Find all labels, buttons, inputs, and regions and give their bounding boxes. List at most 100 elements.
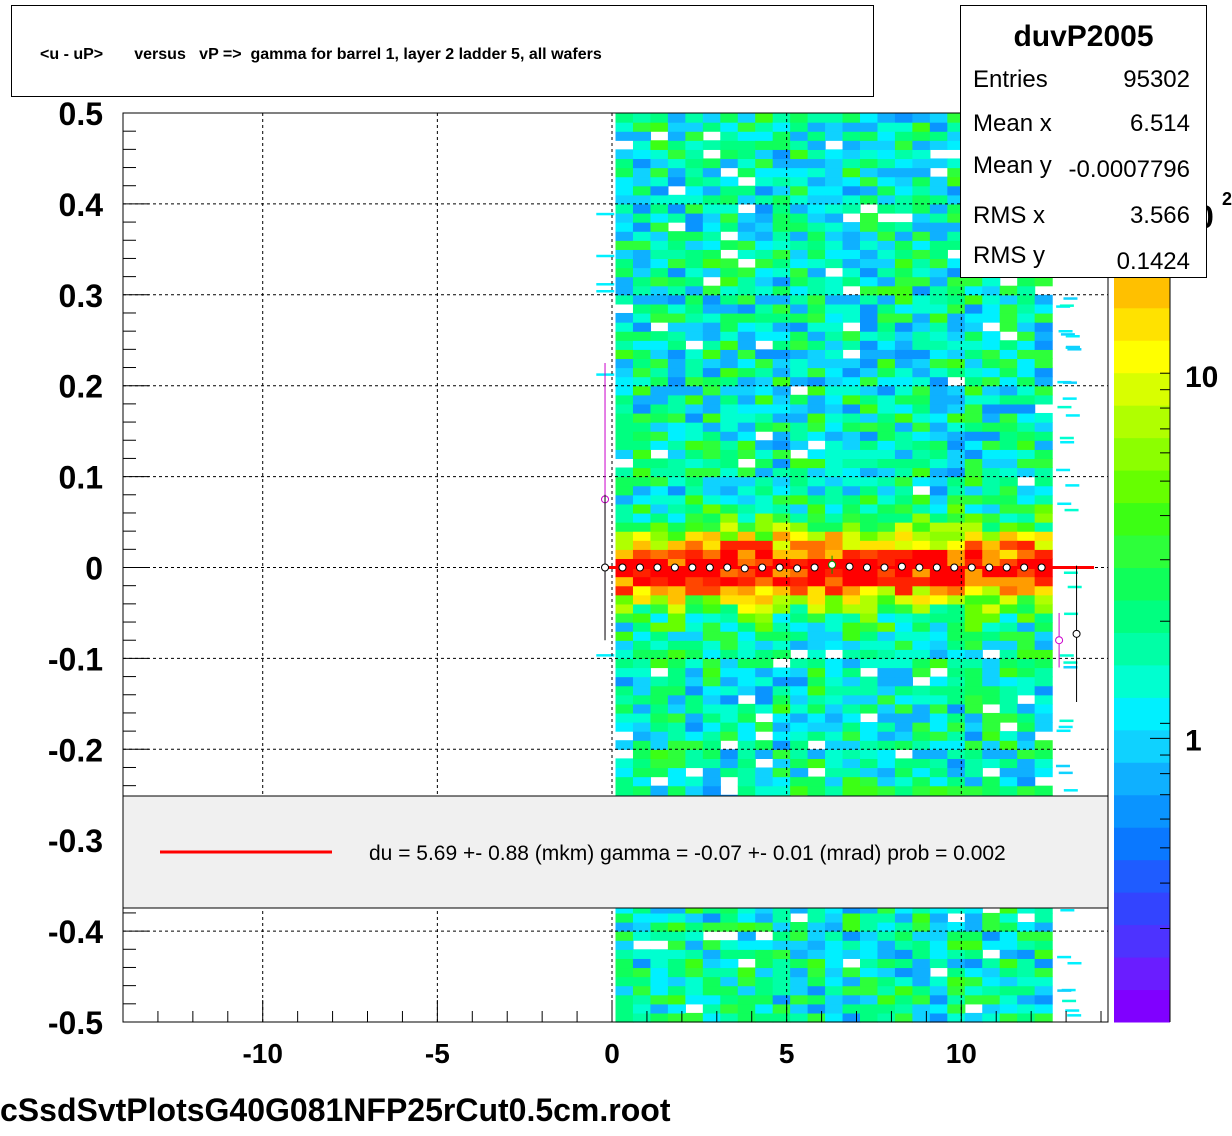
heatmap-cell bbox=[894, 176, 913, 187]
heatmap-cell bbox=[615, 776, 634, 787]
heatmap-cell bbox=[615, 113, 634, 123]
heatmap-cell bbox=[667, 467, 686, 478]
heatmap-cell bbox=[1017, 285, 1036, 296]
heatmap-cell bbox=[772, 440, 791, 450]
heatmap-cell bbox=[929, 431, 948, 441]
heatmap-cell bbox=[720, 731, 739, 741]
heatmap-cell bbox=[807, 203, 826, 214]
heatmap-cell bbox=[790, 576, 809, 587]
heatmap-cell bbox=[755, 312, 774, 323]
heatmap-cell bbox=[894, 1012, 913, 1023]
profile-point bbox=[793, 564, 802, 573]
heatmap-cell bbox=[842, 658, 861, 669]
heatmap-cell bbox=[929, 994, 948, 1005]
heatmap-cell bbox=[772, 549, 791, 560]
heatmap-cell bbox=[912, 703, 931, 714]
heatmap-cell bbox=[702, 676, 721, 687]
heatmap-cell bbox=[825, 258, 844, 269]
heatmap-cell bbox=[999, 1003, 1018, 1014]
heatmap-cell bbox=[982, 422, 1001, 432]
heatmap-cell bbox=[947, 476, 966, 487]
heatmap-cell bbox=[755, 949, 774, 959]
heatmap-cell bbox=[650, 431, 669, 441]
heatmap-cell bbox=[929, 267, 948, 278]
heatmap-cell bbox=[685, 167, 704, 178]
heatmap-cell bbox=[772, 522, 791, 532]
heatmap-cell bbox=[702, 631, 721, 641]
stats-label: RMS x bbox=[973, 202, 1045, 229]
heatmap-cell bbox=[1034, 367, 1053, 378]
heatmap-cell bbox=[964, 994, 983, 1005]
heatmap-cell bbox=[912, 467, 931, 478]
heatmap-cell bbox=[685, 922, 704, 932]
profile-point bbox=[897, 562, 906, 571]
heatmap-cell bbox=[912, 185, 931, 196]
heatmap-cell bbox=[842, 449, 861, 460]
heatmap-cell bbox=[825, 940, 844, 950]
heatmap-cell bbox=[825, 222, 844, 232]
heatmap-cell bbox=[790, 540, 809, 550]
heatmap-cell bbox=[632, 685, 652, 696]
heatmap-cell bbox=[1034, 967, 1053, 978]
heatmap-cell bbox=[685, 567, 704, 578]
plot-title: <u - uP> versus vP => gamma for barrel 1… bbox=[40, 46, 602, 63]
heatmap-cell bbox=[964, 331, 983, 341]
heatmap-cell bbox=[877, 403, 896, 414]
heatmap-cell bbox=[702, 349, 721, 360]
heatmap-cell bbox=[877, 603, 896, 614]
heatmap-cell bbox=[650, 567, 669, 578]
heatmap-cell bbox=[860, 967, 879, 978]
heatmap-cell bbox=[1034, 940, 1053, 950]
heatmap-cell bbox=[772, 485, 791, 496]
heatmap-cell bbox=[667, 931, 686, 941]
heatmap-cell bbox=[685, 212, 704, 223]
heatmap-cell bbox=[632, 494, 652, 505]
heatmap-cell bbox=[615, 931, 634, 941]
heatmap-cell bbox=[1017, 522, 1036, 532]
heatmap-cell bbox=[999, 640, 1018, 650]
heatmap-cell bbox=[860, 785, 879, 796]
heatmap-cell bbox=[702, 385, 721, 396]
heatmap-cell bbox=[894, 585, 913, 596]
heatmap-cell bbox=[860, 349, 879, 360]
heatmap-cell bbox=[615, 258, 634, 269]
heatmap-cell bbox=[1017, 622, 1036, 632]
heatmap-cell bbox=[685, 312, 704, 323]
heatmap-cell bbox=[702, 685, 721, 696]
heatmap-cell bbox=[894, 376, 913, 387]
heatmap-cell bbox=[720, 1012, 739, 1023]
heatmap-cell bbox=[650, 640, 669, 650]
heatmap-cell bbox=[685, 522, 704, 532]
heatmap-cell bbox=[1017, 467, 1036, 478]
heatmap-cell bbox=[912, 376, 931, 387]
heatmap-cell bbox=[999, 349, 1018, 360]
heatmap-cell bbox=[632, 931, 652, 941]
heatmap-cell bbox=[790, 176, 809, 187]
heatmap-cell bbox=[615, 149, 634, 160]
heatmap-cell bbox=[755, 240, 774, 250]
heatmap-cell bbox=[1017, 731, 1036, 741]
heatmap-cell bbox=[842, 249, 861, 260]
heatmap-cell bbox=[929, 740, 948, 750]
heatmap-cell bbox=[1017, 976, 1036, 987]
heatmap-cell bbox=[825, 703, 844, 714]
title-box: <u - uP> versus vP => gamma for barrel 1… bbox=[11, 5, 874, 97]
heatmap-cell bbox=[1034, 1003, 1053, 1014]
heatmap-cell bbox=[964, 685, 983, 696]
heatmap-cell bbox=[929, 603, 948, 614]
heatmap-cell bbox=[615, 158, 634, 169]
heatmap-cell bbox=[755, 576, 774, 587]
heatmap-cell bbox=[1034, 449, 1053, 460]
heatmap-cell bbox=[929, 567, 948, 578]
heatmap-cell bbox=[842, 640, 861, 650]
heatmap-cell bbox=[737, 476, 756, 487]
heatmap-cell bbox=[1034, 312, 1053, 323]
heatmap-cell bbox=[825, 522, 844, 532]
colorbar-bin bbox=[1114, 470, 1170, 504]
heatmap-cell bbox=[702, 749, 721, 759]
heatmap-cell bbox=[964, 740, 983, 750]
colorbar-bin bbox=[1114, 794, 1170, 828]
heatmap-cell bbox=[860, 158, 879, 169]
heatmap-cell bbox=[894, 976, 913, 987]
heatmap-cell bbox=[947, 603, 966, 614]
